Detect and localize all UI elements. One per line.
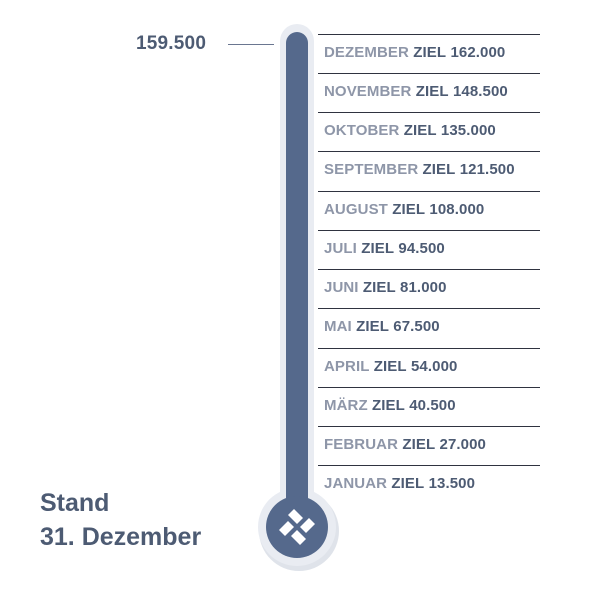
scale-row-november: NOVEMBER ZIEL 148.500	[318, 73, 540, 111]
scale-label: DEZEMBER ZIEL 162.000	[324, 44, 505, 61]
scale-divider	[318, 151, 540, 152]
target-value: 162.000	[450, 44, 506, 61]
scale-row-maerz: MÄRZ ZIEL 40.500	[318, 387, 540, 425]
scale-row-dezember: DEZEMBER ZIEL 162.000	[318, 34, 540, 72]
month-name: JULI	[324, 240, 357, 257]
four-diamond-logo-icon	[279, 509, 315, 545]
current-value: 159.500	[136, 33, 207, 54]
target-value: 13.500	[428, 475, 476, 492]
scale-row-mai: MAI ZIEL 67.500	[318, 308, 540, 346]
month-name: OKTOBER	[324, 122, 400, 139]
target-value: 148.500	[452, 83, 508, 100]
target-label: ZIEL	[361, 240, 395, 257]
scale-label: OKTOBER ZIEL 135.000	[324, 122, 496, 139]
target-label: ZIEL	[415, 83, 449, 100]
target-value: 67.500	[393, 318, 440, 335]
scale-row-oktober: OKTOBER ZIEL 135.000	[318, 112, 540, 150]
target-label: ZIEL	[403, 122, 437, 139]
target-value: 108.000	[429, 201, 485, 218]
target-label: ZIEL	[362, 279, 396, 296]
scale-divider	[318, 191, 540, 192]
month-name: SEPTEMBER	[324, 161, 419, 178]
scale-label: APRIL ZIEL 54.000	[324, 358, 457, 375]
scale-row-august: AUGUST ZIEL 108.000	[318, 191, 540, 229]
scale-divider	[318, 73, 540, 74]
scale-divider	[318, 308, 540, 309]
thermometer-bulb-fill	[266, 496, 328, 558]
scale-row-april: APRIL ZIEL 54.000	[318, 348, 540, 386]
month-name: JANUAR	[324, 475, 388, 492]
status-label: Stand 31. Dezember	[40, 486, 201, 554]
scale-label: MÄRZ ZIEL 40.500	[324, 397, 456, 414]
month-name: DEZEMBER	[324, 44, 409, 61]
month-name: JUNI	[324, 279, 359, 296]
target-label: ZIEL	[372, 397, 405, 414]
scale-label: MAI ZIEL 67.500	[324, 318, 440, 335]
month-name: FEBRUAR	[324, 436, 399, 453]
month-name: NOVEMBER	[324, 83, 412, 100]
month-name: MAI	[324, 318, 352, 335]
scale-divider	[318, 230, 540, 231]
scale-label: AUGUST ZIEL 108.000	[324, 201, 484, 218]
scale-divider	[318, 112, 540, 113]
scale-label: SEPTEMBER ZIEL 121.500	[324, 161, 515, 178]
target-label: ZIEL	[413, 44, 447, 61]
scale-label: JANUAR ZIEL 13.500	[324, 475, 475, 492]
target-value: 54.000	[410, 358, 458, 375]
target-label: ZIEL	[373, 358, 407, 375]
target-value: 81.000	[400, 279, 447, 296]
scale-divider	[318, 426, 540, 427]
scale-divider	[318, 348, 540, 349]
month-name: AUGUST	[324, 201, 388, 218]
target-label: ZIEL	[356, 318, 389, 335]
scale-divider	[318, 34, 540, 35]
scale-label: FEBRUAR ZIEL 27.000	[324, 436, 486, 453]
scale-row-januar: JANUAR ZIEL 13.500	[318, 465, 540, 503]
status-line-2: 31. Dezember	[40, 523, 202, 551]
scale-label: NOVEMBER ZIEL 148.500	[324, 83, 508, 100]
target-value: 121.500	[459, 161, 515, 178]
scale-divider	[318, 387, 540, 388]
scale-divider	[318, 269, 540, 270]
scale-row-juni: JUNI ZIEL 81.000	[318, 269, 540, 307]
scale-row-februar: FEBRUAR ZIEL 27.000	[318, 426, 540, 464]
current-value-leader-line	[228, 44, 274, 45]
target-label: ZIEL	[391, 475, 425, 492]
scale-label: JULI ZIEL 94.500	[324, 240, 445, 257]
month-name: MÄRZ	[324, 397, 368, 414]
target-label: ZIEL	[422, 161, 456, 178]
target-label: ZIEL	[402, 436, 436, 453]
status-line-1: Stand	[40, 489, 110, 517]
scale-row-september: SEPTEMBER ZIEL 121.500	[318, 151, 540, 189]
thermometer-fill	[286, 32, 308, 512]
target-value: 40.500	[409, 397, 456, 414]
target-label: ZIEL	[392, 201, 426, 218]
scale-row-juli: JULI ZIEL 94.500	[318, 230, 540, 268]
scale-label: JUNI ZIEL 81.000	[324, 279, 447, 296]
scale-divider	[318, 465, 540, 466]
target-value: 94.500	[398, 240, 445, 257]
target-value: 27.000	[439, 436, 486, 453]
target-value: 135.000	[440, 122, 496, 139]
month-name: APRIL	[324, 358, 370, 375]
